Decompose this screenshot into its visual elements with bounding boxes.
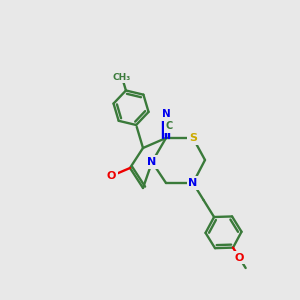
Text: N: N xyxy=(147,157,157,167)
Text: N: N xyxy=(162,109,170,119)
Text: C: C xyxy=(165,121,172,131)
Text: S: S xyxy=(189,133,197,143)
Text: O: O xyxy=(107,171,116,181)
Text: O: O xyxy=(235,253,244,263)
Text: CH₃: CH₃ xyxy=(113,73,131,82)
Text: N: N xyxy=(188,178,198,188)
